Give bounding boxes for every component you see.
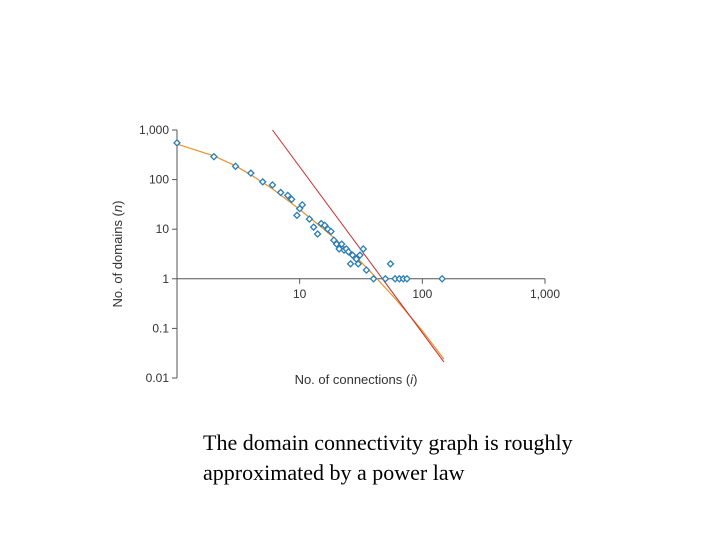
data-point bbox=[381, 274, 390, 283]
data-point bbox=[268, 181, 277, 189]
data-point bbox=[287, 195, 296, 204]
data-point bbox=[354, 259, 363, 268]
chart-axes bbox=[176, 130, 545, 378]
data-point bbox=[231, 162, 240, 171]
data-point bbox=[344, 247, 353, 256]
x-axis-label: No. of connections (i) bbox=[295, 372, 418, 387]
data-point bbox=[348, 251, 357, 260]
data-point bbox=[320, 221, 329, 230]
data-point bbox=[258, 177, 267, 186]
data-point bbox=[327, 227, 335, 236]
caption: The domain connectivity graph is roughly… bbox=[203, 428, 673, 488]
caption-line-1: The domain connectivity graph is roughly bbox=[203, 430, 573, 455]
y-tick-label: 0.01 bbox=[146, 371, 170, 385]
data-point bbox=[293, 211, 301, 220]
data-point bbox=[246, 169, 255, 178]
x-tick-label: 10 bbox=[293, 287, 307, 301]
data-point bbox=[346, 259, 355, 268]
data-point bbox=[356, 251, 364, 260]
data-point bbox=[369, 274, 378, 283]
data-point bbox=[283, 191, 292, 200]
power-law-line bbox=[272, 129, 445, 363]
y-tick-label: 1,000 bbox=[139, 123, 169, 137]
data-point bbox=[438, 274, 447, 283]
fit-curve-line bbox=[176, 143, 445, 360]
data-point bbox=[362, 266, 371, 274]
data-point bbox=[298, 200, 307, 209]
data-point bbox=[173, 138, 181, 147]
y-tick-label: 100 bbox=[149, 173, 169, 187]
data-point bbox=[276, 188, 285, 197]
data-point bbox=[403, 274, 411, 283]
x-tick-label: 1,000 bbox=[530, 287, 560, 301]
caption-line-2: approximated by a power law bbox=[203, 460, 465, 485]
data-point bbox=[313, 230, 322, 238]
y-tick-label: 1 bbox=[162, 272, 169, 286]
data-point bbox=[309, 223, 318, 232]
data-point bbox=[337, 240, 346, 249]
chart-ticks: 1,000 100 10 1 0.1 0.01 10 100 1,000 bbox=[139, 123, 560, 385]
data-point bbox=[332, 240, 341, 249]
data-point bbox=[359, 245, 368, 253]
power-law-series bbox=[272, 129, 445, 363]
y-tick-label: 0.1 bbox=[152, 321, 169, 335]
data-point bbox=[386, 259, 395, 268]
y-axis-label: No. of domains (n) bbox=[110, 201, 125, 308]
chart: 1,000 100 10 1 0.1 0.01 10 100 1,000 No. of conn… bbox=[110, 123, 560, 387]
fit-curve-series bbox=[176, 143, 445, 360]
data-points-series bbox=[173, 138, 447, 283]
x-tick-label: 100 bbox=[412, 287, 432, 301]
data-point bbox=[210, 152, 218, 161]
data-point bbox=[305, 215, 314, 223]
y-tick-label: 10 bbox=[156, 222, 170, 236]
